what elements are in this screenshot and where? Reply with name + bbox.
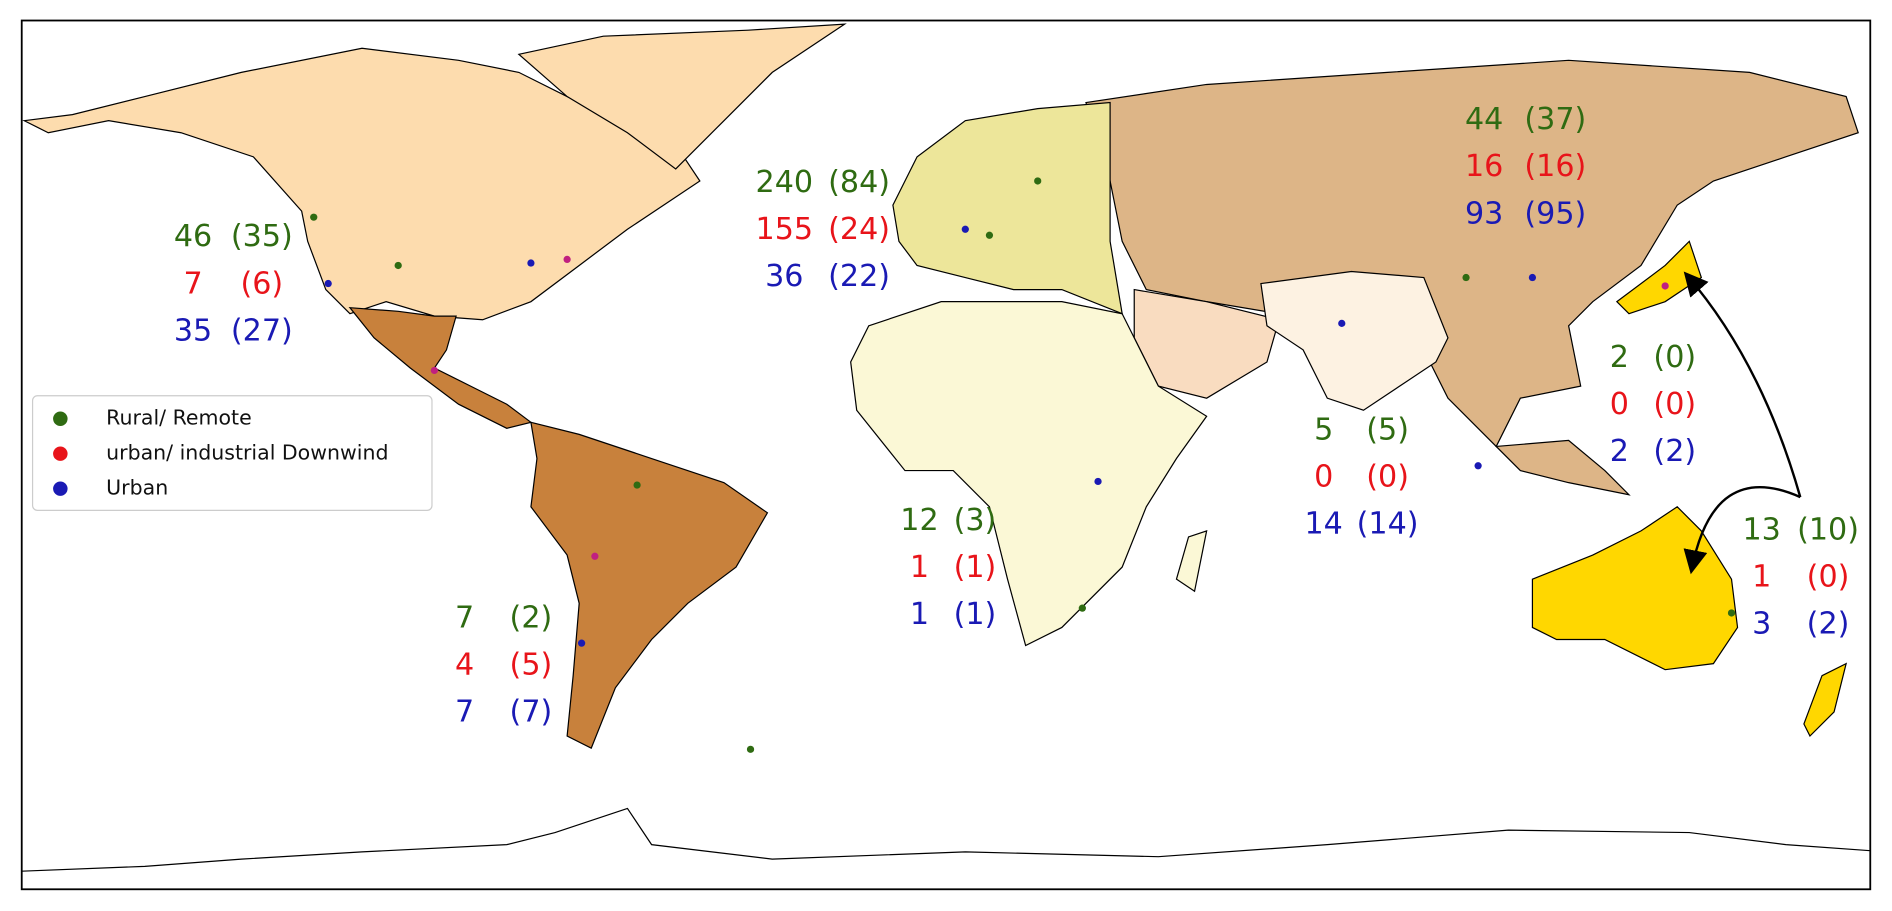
site-count: 1 — [910, 597, 929, 632]
new-zealand — [1803, 662, 1848, 738]
site-count-paren: (37) — [1524, 102, 1586, 137]
site — [1034, 177, 1042, 185]
site — [324, 279, 332, 288]
site-count-paren: (1) — [954, 597, 997, 632]
site-count: 13 — [1742, 512, 1780, 547]
site — [746, 745, 755, 753]
site-count-paren: (5) — [1366, 412, 1409, 447]
site-count-paren: (0) — [1653, 340, 1696, 375]
site-count-paren: (84) — [828, 165, 890, 200]
site — [527, 259, 535, 267]
site — [563, 255, 571, 264]
site — [985, 231, 994, 239]
site-count-paren: (95) — [1524, 196, 1586, 231]
southeast-asia — [1494, 439, 1631, 496]
site-count-paren: (5) — [510, 648, 553, 683]
site-count-paren: (35) — [231, 219, 293, 254]
arrow — [1683, 486, 1801, 575]
madagascar — [1175, 530, 1208, 593]
site — [1528, 273, 1537, 282]
site — [310, 213, 318, 221]
site — [394, 261, 402, 270]
site-count-paren: (6) — [240, 266, 283, 301]
site — [1474, 462, 1482, 470]
site-count: 16 — [1465, 149, 1503, 184]
legend-label: Rural/ Remote — [106, 406, 252, 430]
legend: Rural/ Remote urban/ industrial Downwind U… — [31, 395, 433, 512]
site-count: 240 — [756, 165, 814, 200]
legend-marker — [53, 446, 68, 461]
site-count: 2 — [1610, 340, 1629, 375]
legend-label: urban/ industrial Downwind — [106, 441, 388, 465]
site-count-paren: (14) — [1357, 506, 1419, 541]
site-count: 12 — [900, 503, 938, 538]
central-america — [348, 306, 533, 429]
site-count-paren: (0) — [1807, 559, 1850, 594]
site-count: 7 — [455, 695, 474, 730]
site-count-paren: (27) — [231, 313, 293, 348]
site-count: 5 — [1314, 412, 1333, 447]
site-count: 7 — [183, 266, 202, 301]
site — [1727, 609, 1736, 617]
site-count: 0 — [1610, 387, 1629, 422]
site — [1338, 319, 1346, 327]
site-count-paren: (24) — [828, 212, 890, 247]
legend-box — [31, 395, 433, 512]
site-count: 7 — [455, 600, 474, 635]
greenland — [517, 23, 847, 170]
site-count-paren: (0) — [1653, 387, 1696, 422]
site-count: 93 — [1465, 196, 1503, 231]
antarctica — [21, 807, 1871, 872]
site-count-paren: (2) — [510, 600, 553, 635]
legend-marker — [53, 481, 68, 496]
site-count: 36 — [765, 259, 803, 294]
site-count-paren: (7) — [510, 695, 553, 730]
site — [1661, 282, 1669, 290]
site-count: 1 — [1752, 559, 1771, 594]
north-asia — [1085, 59, 1859, 448]
site-count-paren: (0) — [1366, 459, 1409, 494]
site — [1094, 477, 1102, 486]
site-count-paren: (22) — [828, 259, 890, 294]
site-count: 2 — [1610, 434, 1629, 469]
site-count: 35 — [174, 313, 212, 348]
count-labels: 46 (35)7 (6)35 (27)240 (84)155 (24)36 (22)44 (3… — [174, 102, 1859, 729]
land — [21, 23, 1871, 872]
site-count-paren: (2) — [1807, 607, 1850, 642]
site-count: 1 — [910, 550, 929, 585]
site — [577, 639, 586, 647]
site — [1078, 604, 1086, 612]
site-count-paren: (16) — [1524, 149, 1586, 184]
north-america — [22, 47, 701, 321]
site-count-paren: (2) — [1653, 434, 1696, 469]
site — [430, 366, 439, 375]
site — [1462, 273, 1470, 282]
site-count: 4 — [455, 648, 474, 683]
site-count-paren: (10) — [1797, 512, 1859, 547]
africa — [850, 301, 1208, 647]
site-count: 44 — [1465, 102, 1503, 137]
site-count: 155 — [756, 212, 814, 247]
site-count: 0 — [1314, 459, 1333, 494]
site-count-paren: (3) — [954, 503, 997, 538]
site-count: 3 — [1752, 607, 1771, 642]
site — [591, 552, 599, 560]
site — [961, 225, 969, 233]
south-asia — [1260, 270, 1449, 411]
south-america — [530, 421, 769, 749]
site-count-paren: (1) — [954, 550, 997, 585]
sites — [310, 177, 1736, 753]
legend-marker — [53, 411, 68, 426]
arrow — [1683, 271, 1802, 498]
site-count: 46 — [174, 219, 212, 254]
site-count: 14 — [1304, 506, 1342, 541]
site — [633, 481, 641, 489]
legend-label: Urban — [106, 476, 168, 500]
australia — [1531, 506, 1739, 671]
